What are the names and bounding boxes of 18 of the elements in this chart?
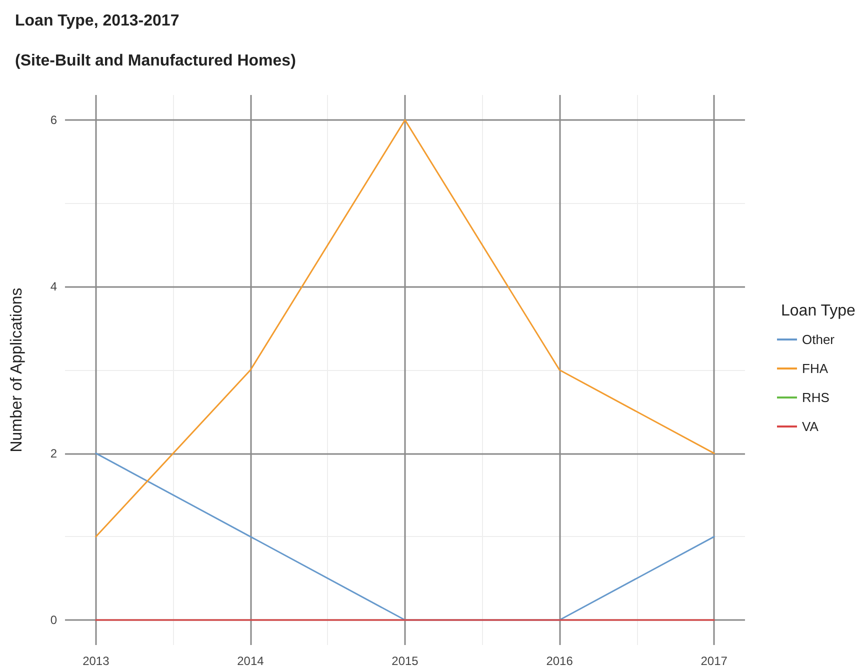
y-tick-label: 4 [50, 280, 58, 294]
line-series [95, 119, 715, 538]
y-tick-label: 2 [50, 446, 58, 460]
y-tick-label: 0 [50, 613, 58, 627]
legend-label: VA [802, 419, 819, 434]
x-tick-label: 2013 [82, 654, 110, 668]
legend-label: Other [802, 332, 836, 347]
x-tick-label: 2014 [237, 654, 264, 668]
x-tick-label: 2017 [700, 654, 728, 668]
y-tick-label: 6 [50, 113, 58, 127]
legend-title: Loan Type [781, 302, 856, 320]
legend-label: FHA [802, 361, 828, 376]
x-tick-label: 2015 [392, 654, 419, 668]
y-axis-title: Number of Applications [8, 288, 26, 452]
chart-subtitle: (Site-Built and Manufactured Homes) [15, 52, 296, 70]
chart-title: Loan Type, 2013-2017 [15, 12, 180, 30]
x-tick-label: 2016 [546, 654, 574, 668]
legend-label: RHS [802, 390, 830, 405]
